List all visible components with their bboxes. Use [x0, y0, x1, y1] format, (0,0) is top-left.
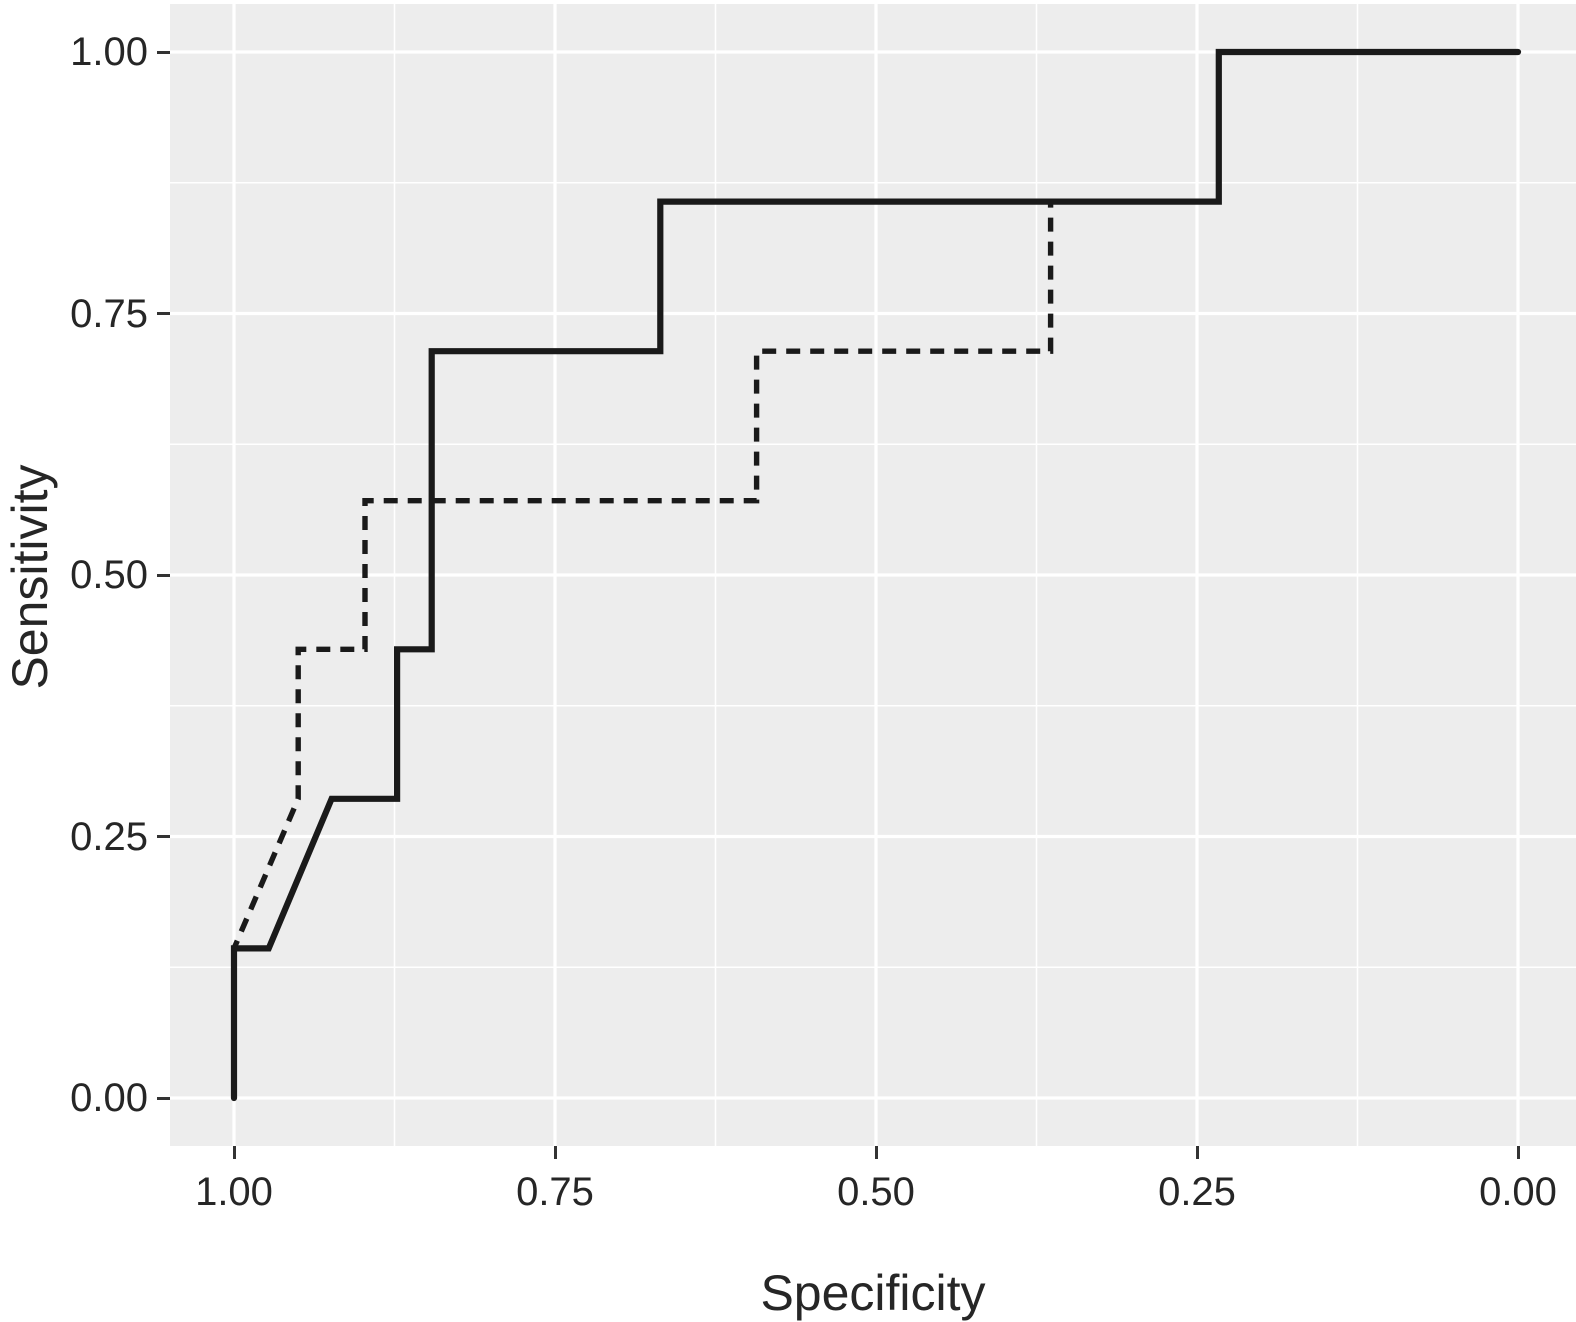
y-tick-mark: [157, 50, 170, 54]
y-tick-mark: [157, 312, 170, 315]
x-tick-mark: [553, 1146, 557, 1159]
y-tick-label: 1.00: [70, 30, 148, 74]
x-axis-title: Specificity: [760, 1265, 986, 1321]
x-tick-label: 1.00: [195, 1170, 273, 1214]
y-tick-label: 0.75: [70, 291, 148, 336]
x-tick-label: 0.25: [1158, 1170, 1236, 1214]
x-tick-mark: [874, 1146, 878, 1159]
x-tick-label: 0.75: [516, 1170, 594, 1214]
y-tick-label: 0.25: [70, 814, 148, 859]
y-tick-label: 0.00: [70, 1076, 148, 1120]
x-tick-mark: [1195, 1146, 1199, 1159]
x-tick-mark: [1516, 1146, 1520, 1159]
y-tick-mark: [157, 1096, 170, 1100]
y-tick-mark: [157, 835, 170, 838]
y-tick-label: 0.50: [70, 553, 148, 597]
roc-chart-canvas: [170, 4, 1576, 1146]
solid-roc-curve: [230, 48, 1522, 1102]
x-tick-label: 0.50: [837, 1170, 915, 1214]
x-tick-label: 0.00: [1479, 1170, 1557, 1214]
plot-panel: [170, 4, 1576, 1146]
y-tick-mark: [157, 573, 170, 577]
y-axis-title: Sensitivity: [2, 464, 58, 690]
x-tick-mark: [232, 1146, 236, 1159]
